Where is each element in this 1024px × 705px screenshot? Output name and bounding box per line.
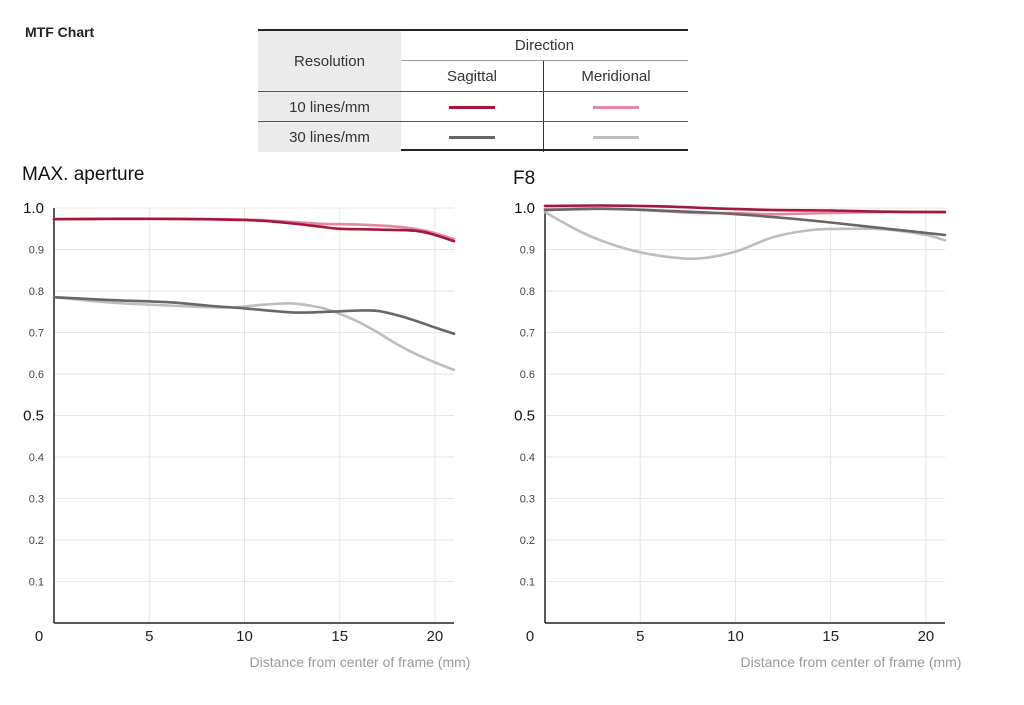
- y-tick-label: 0.7: [29, 328, 44, 340]
- y-tick-label: 0.8: [29, 286, 44, 298]
- y-tick-label: 0.6: [29, 369, 44, 381]
- legend-divider: [258, 121, 688, 122]
- y-tick-label: 0.9: [29, 245, 44, 257]
- series-line-sagittal-30: [543, 207, 947, 237]
- legend-sagittal-header: Sagittal: [401, 61, 544, 91]
- sagittal-10-swatch: [449, 105, 495, 109]
- chart-title-f8: F8: [513, 168, 536, 189]
- legend-direction-header: Direction: [401, 31, 688, 61]
- y-tick-label: 0.5: [514, 408, 535, 425]
- legend-cell-meridional: [544, 92, 688, 122]
- meridional-10-swatch: [593, 105, 639, 109]
- chart-title-max-aperture: MAX. aperture: [22, 164, 145, 185]
- y-tick-label: 0.3: [29, 494, 44, 506]
- x-tick-label: 10: [236, 628, 253, 645]
- legend-meridional-header: Meridional: [581, 67, 651, 85]
- x-tick-label: 15: [331, 628, 348, 645]
- legend-cell-meridional: [544, 122, 688, 152]
- y-tick-label: 0.5: [23, 408, 44, 425]
- y-tick-label: 0.2: [29, 535, 44, 547]
- y-tick-label: 0.8: [520, 286, 535, 298]
- y-tick-label: 0.7: [520, 328, 535, 340]
- x-tick-label: 0: [526, 628, 534, 645]
- legend-row-label: 30 lines/mm: [258, 122, 401, 152]
- y-tick-label: 1.0: [514, 200, 535, 217]
- y-tick-label: 0.4: [520, 452, 535, 464]
- x-axis-title: Distance from center of frame (mm): [250, 654, 471, 670]
- series-line-meridional-30: [543, 210, 947, 261]
- x-tick-label: 15: [822, 628, 839, 645]
- y-tick-label: 0.3: [520, 494, 535, 506]
- x-tick-label: 0: [35, 628, 43, 645]
- legend-resolution-header: Resolution: [258, 31, 401, 91]
- legend-table: Resolution Direction Sagittal Meridional…: [258, 29, 688, 152]
- x-tick-label: 5: [636, 628, 644, 645]
- y-tick-label: 0.6: [520, 369, 535, 381]
- x-tick-label: 10: [727, 628, 744, 645]
- y-tick-label: 0.1: [520, 577, 535, 589]
- series-line-sagittal-10: [543, 204, 947, 214]
- series-line-sagittal-10: [52, 217, 456, 243]
- x-tick-label: 20: [918, 628, 935, 645]
- sagittal-30-swatch: [449, 135, 495, 139]
- y-tick-label: 0.4: [29, 452, 44, 464]
- y-tick-label: 1.0: [23, 200, 44, 217]
- legend-cell-sagittal: [401, 122, 544, 152]
- x-tick-label: 20: [427, 628, 444, 645]
- meridional-30-swatch: [593, 135, 639, 139]
- series-line-sagittal-30: [52, 295, 456, 335]
- legend-cell-sagittal: [401, 92, 544, 122]
- y-tick-label: 0.2: [520, 535, 535, 547]
- page-title: MTF Chart: [25, 24, 95, 40]
- y-tick-label: 0.9: [520, 245, 535, 257]
- y-tick-label: 0.1: [29, 577, 44, 589]
- x-axis-title: Distance from center of frame (mm): [741, 654, 962, 670]
- x-tick-label: 5: [145, 628, 153, 645]
- legend-divider: [258, 91, 688, 92]
- legend-row-label: 10 lines/mm: [258, 92, 401, 122]
